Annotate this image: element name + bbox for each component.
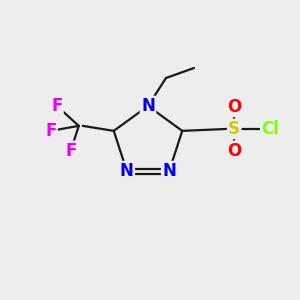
Text: N: N: [162, 162, 176, 180]
Text: Cl: Cl: [261, 120, 279, 138]
Text: N: N: [120, 162, 134, 180]
Text: F: F: [45, 122, 56, 140]
Text: O: O: [227, 142, 242, 160]
Text: O: O: [227, 98, 242, 116]
Text: S: S: [228, 120, 240, 138]
Text: N: N: [141, 97, 155, 115]
Text: F: F: [65, 142, 76, 160]
Text: F: F: [51, 97, 62, 115]
